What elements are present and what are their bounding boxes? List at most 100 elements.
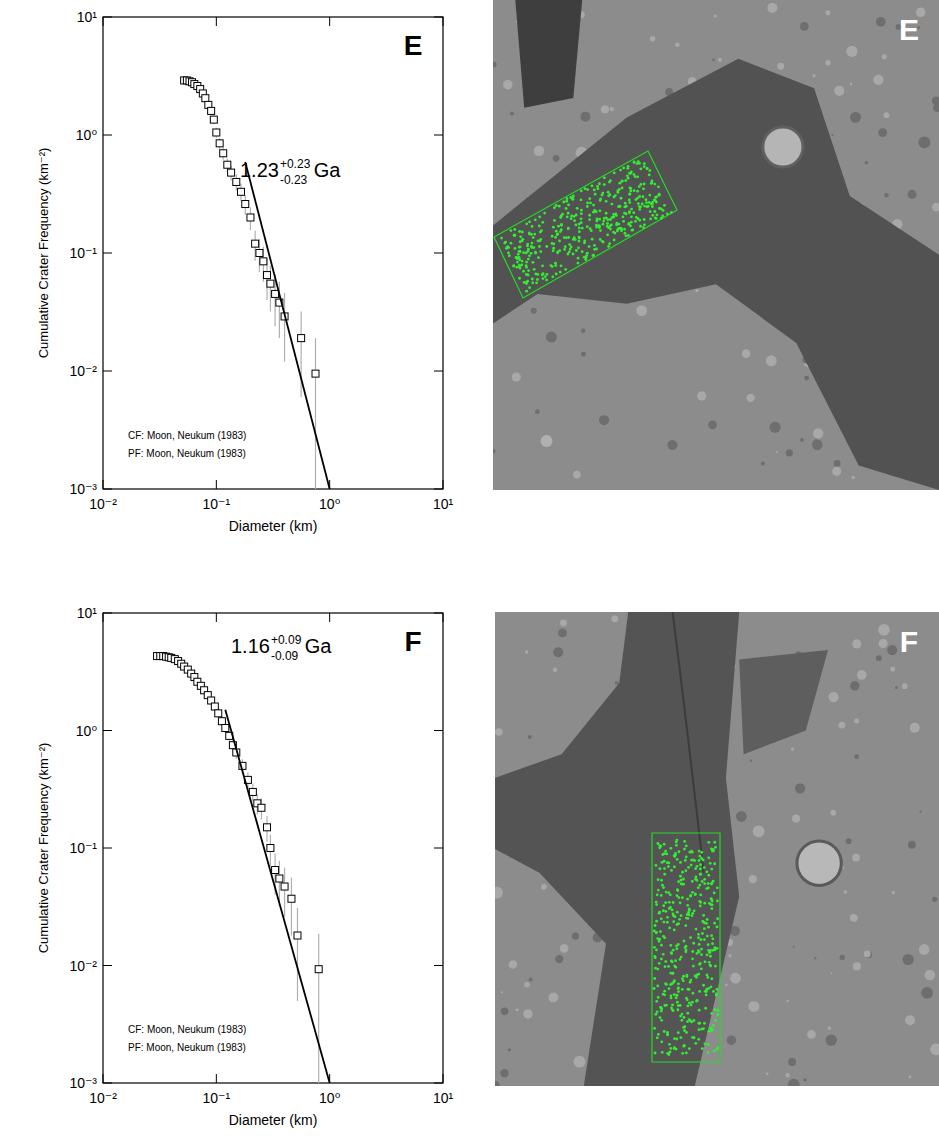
texture: [523, 1009, 532, 1018]
counted-crater: [704, 1042, 707, 1045]
counted-crater: [681, 1013, 684, 1016]
counted-crater: [664, 965, 667, 968]
texture: [919, 944, 930, 955]
counted-crater: [712, 850, 715, 853]
x-tick-label: 10⁰: [319, 496, 341, 512]
counted-crater: [687, 1004, 690, 1007]
counted-crater: [710, 1026, 713, 1029]
counted-crater: [681, 988, 684, 991]
counted-crater: [519, 235, 522, 238]
counted-crater: [691, 880, 694, 883]
counted-crater: [667, 865, 670, 868]
counted-crater: [658, 207, 661, 210]
counted-crater: [716, 899, 719, 902]
counted-crater: [675, 1048, 678, 1051]
counted-crater: [617, 227, 620, 230]
counted-crater: [526, 280, 529, 283]
counted-crater: [506, 245, 509, 248]
counted-crater: [527, 258, 530, 261]
data-point: [267, 845, 274, 852]
data-point: [294, 932, 301, 939]
counted-crater: [715, 994, 718, 997]
texture: [714, 14, 717, 17]
texture: [615, 681, 619, 685]
texture: [918, 136, 930, 148]
texture: [769, 422, 780, 433]
data-area: [154, 653, 330, 1083]
counted-crater: [598, 224, 601, 227]
counted-crater: [659, 1016, 662, 1019]
counted-crater: [711, 949, 714, 952]
y-tick: [103, 135, 112, 136]
texture: [850, 914, 858, 922]
counted-crater: [663, 867, 666, 870]
counted-crater: [615, 223, 618, 226]
texture: [560, 944, 569, 953]
counted-crater: [656, 213, 659, 216]
image-content: [493, 0, 939, 490]
counted-crater: [567, 236, 570, 239]
texture: [525, 650, 529, 654]
counted-crater: [695, 879, 698, 882]
texture: [878, 128, 887, 137]
counted-crater: [510, 242, 513, 245]
counted-crater: [662, 953, 665, 956]
counted-crater: [638, 185, 641, 188]
counted-crater: [653, 210, 656, 213]
counted-crater: [711, 942, 714, 945]
counted-crater: [642, 187, 645, 190]
texture: [812, 74, 815, 77]
texture: [546, 332, 557, 343]
counted-crater: [525, 264, 528, 267]
counted-crater: [655, 931, 658, 934]
counted-crater: [513, 228, 516, 231]
texture: [501, 1008, 509, 1016]
counted-crater: [538, 215, 541, 218]
age-value: 1.16: [231, 635, 270, 657]
counted-crater: [588, 245, 591, 248]
counted-crater: [507, 251, 510, 254]
counted-crater: [578, 236, 581, 239]
counted-crater: [520, 264, 523, 267]
counted-crater: [699, 868, 702, 871]
x-tick-top: [216, 17, 217, 26]
counted-crater: [713, 946, 716, 949]
counted-crater: [668, 926, 671, 929]
counted-crater: [660, 917, 663, 920]
counted-crater: [685, 1031, 688, 1034]
counted-crater: [714, 1019, 717, 1022]
texture: [493, 449, 495, 454]
counted-crater: [518, 250, 521, 253]
counted-crater: [660, 217, 663, 220]
moon-image: E: [491, 0, 939, 490]
data-point: [315, 966, 322, 973]
texture: [501, 991, 503, 993]
counted-crater: [607, 191, 610, 194]
counted-crater: [691, 851, 694, 854]
texture: [495, 887, 503, 899]
counted-crater: [713, 1050, 716, 1053]
texture: [852, 854, 860, 862]
data-point: [249, 788, 256, 795]
counted-crater: [521, 231, 524, 234]
counted-crater: [592, 254, 595, 257]
x-tick-top: [216, 613, 217, 622]
counted-crater: [670, 869, 673, 872]
counted-crater: [682, 979, 685, 982]
counted-crater: [706, 976, 709, 979]
counted-crater: [591, 238, 594, 241]
x-tick: [443, 480, 444, 489]
counted-crater: [523, 281, 526, 284]
texture: [788, 1058, 796, 1066]
texture: [753, 825, 765, 837]
counted-crater: [545, 279, 548, 282]
counted-crater: [653, 946, 656, 949]
counted-crater: [691, 1001, 694, 1004]
data-point: [267, 280, 274, 287]
texture: [746, 394, 754, 402]
counted-crater: [656, 1036, 659, 1039]
counted-crater: [563, 248, 566, 251]
counted-crater: [666, 1031, 669, 1034]
counted-crater: [533, 233, 536, 236]
counted-crater: [651, 203, 654, 206]
